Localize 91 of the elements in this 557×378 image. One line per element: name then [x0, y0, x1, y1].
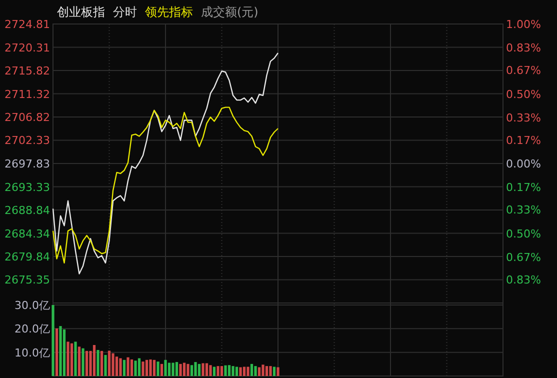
bar	[78, 346, 81, 376]
bar	[190, 365, 194, 376]
y2-tick-label: 0.83%	[506, 273, 541, 286]
bar	[85, 350, 88, 376]
y2-tick-label: 0.50%	[506, 227, 541, 240]
bar	[194, 362, 197, 376]
bar	[212, 366, 216, 376]
bar	[172, 362, 174, 376]
bar	[216, 366, 220, 376]
bar	[175, 362, 178, 376]
bar	[130, 359, 134, 376]
bar	[122, 360, 126, 376]
bar	[179, 364, 182, 376]
bar	[250, 364, 254, 376]
bar	[74, 342, 77, 376]
bar	[55, 328, 58, 376]
bar	[168, 362, 171, 376]
bar	[272, 366, 276, 376]
bar	[235, 366, 238, 376]
bar	[149, 359, 152, 376]
bar	[70, 343, 74, 376]
y-tick-label: 2684.34	[4, 227, 50, 240]
bar	[182, 362, 186, 376]
bar	[269, 366, 272, 376]
bar	[104, 354, 107, 376]
bar	[52, 305, 54, 376]
bar	[160, 364, 164, 376]
bar	[59, 326, 62, 376]
bar	[62, 329, 66, 376]
y-tick-label: 10.0亿	[14, 346, 50, 360]
y-tick-label: 2724.81	[4, 18, 50, 31]
y-tick-label: 2702.33	[4, 134, 50, 148]
bar	[198, 364, 201, 376]
bar	[205, 363, 208, 376]
bar	[92, 344, 96, 376]
bar	[224, 365, 227, 376]
bar	[220, 366, 224, 376]
y2-tick-label: 0.50%	[506, 88, 541, 101]
y2-tick-label: 1.00%	[506, 18, 541, 31]
y-tick-label: 2675.35	[4, 274, 50, 287]
bar	[126, 357, 130, 376]
bar	[108, 350, 111, 376]
bar	[142, 362, 144, 376]
y2-tick-label: 0.83%	[506, 42, 541, 55]
bar	[145, 360, 148, 376]
bar	[258, 367, 261, 376]
chart-title: 分时	[113, 5, 137, 19]
y2-tick-label: 0.67%	[506, 64, 541, 78]
bar	[202, 363, 204, 376]
bar	[265, 366, 268, 376]
bar	[112, 353, 114, 376]
y2-tick-label: 0.17%	[506, 134, 541, 147]
bar	[209, 365, 212, 376]
y2-tick-label: 0.33%	[506, 204, 541, 217]
y-tick-label: 2706.82	[4, 111, 50, 124]
bar	[254, 366, 257, 376]
bar	[82, 348, 84, 376]
y2-tick-label: 0.33%	[506, 111, 541, 124]
y-tick-label: 2715.82	[4, 64, 50, 78]
y2-tick-label: 0.67%	[506, 250, 541, 264]
y-tick-label: 30.0亿	[14, 299, 50, 312]
bar	[232, 366, 234, 376]
y-tick-label: 2711.32	[4, 88, 50, 101]
bar	[152, 360, 156, 376]
bar	[119, 358, 122, 376]
bar	[246, 366, 250, 376]
bar	[276, 367, 280, 376]
bar	[100, 350, 104, 376]
y-tick-label: 2697.83	[4, 158, 50, 170]
bar	[228, 365, 231, 376]
bar	[115, 356, 118, 376]
bar	[186, 364, 190, 376]
y-tick-label: 2720.31	[4, 41, 50, 54]
text: 成交额(元)	[201, 5, 258, 19]
text: 创业板指	[57, 5, 105, 19]
bar	[138, 358, 141, 376]
bar	[66, 342, 70, 376]
y-tick-label: 2679.84	[4, 250, 50, 264]
bar	[134, 360, 137, 376]
bar	[262, 364, 264, 376]
text: 领先指标	[145, 5, 193, 19]
y2-tick-label: 0.17%	[506, 181, 541, 194]
bar	[239, 367, 242, 376]
bar	[156, 362, 160, 376]
bar	[96, 350, 100, 376]
y-tick-label: 2688.84	[4, 204, 50, 217]
y2-tick-label: 0.00%	[506, 158, 541, 170]
bar	[242, 366, 246, 376]
y-tick-label: 20.0亿	[14, 322, 50, 336]
y-tick-label: 2693.33	[4, 180, 50, 194]
bar	[164, 360, 167, 376]
